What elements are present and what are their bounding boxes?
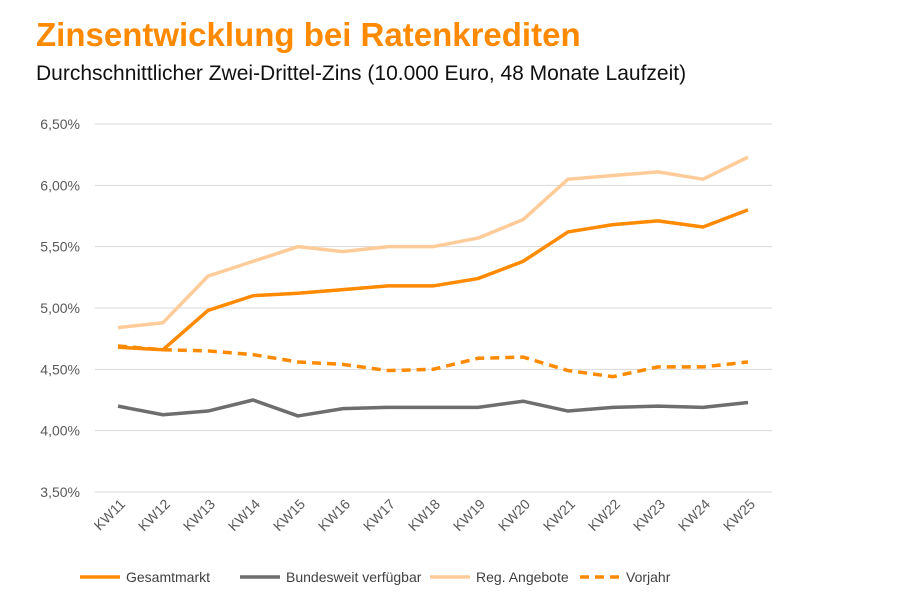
series-line-bundesweit-verf-gbar <box>117 398 749 418</box>
x-tick-label: KW19 <box>450 496 488 534</box>
x-tick-label: KW14 <box>225 496 263 534</box>
chart-subtitle: Durchschnittlicher Zwei-Drittel-Zins (10… <box>36 62 687 85</box>
series-line-vorjahr <box>117 344 749 379</box>
series-line-reg-angebote <box>117 155 749 330</box>
series-line-gesamtmarkt <box>117 208 749 352</box>
x-tick-label: KW25 <box>720 496 758 534</box>
x-tick-label: KW16 <box>315 496 353 534</box>
x-tick-label: KW24 <box>675 496 713 534</box>
legend-label: Vorjahr <box>626 569 671 585</box>
x-tick-label: KW23 <box>630 496 668 534</box>
x-tick-label: KW22 <box>585 496 623 534</box>
x-tick-label: KW18 <box>405 496 443 534</box>
y-tick-label: 3,50% <box>40 484 80 500</box>
y-tick-label: 4,00% <box>40 423 80 439</box>
x-tick-label: KW21 <box>540 496 578 534</box>
x-tick-label: KW11 <box>91 496 129 534</box>
legend-label: Reg. Angebote <box>476 569 569 585</box>
y-tick-label: 5,00% <box>40 300 80 316</box>
x-tick-label: KW13 <box>180 496 218 534</box>
y-tick-label: 6,50% <box>40 116 80 132</box>
legend-label: Bundesweit verfügbar <box>286 569 422 585</box>
y-tick-label: 6,00% <box>40 177 80 193</box>
x-tick-label: KW20 <box>495 496 533 534</box>
y-tick-label: 4,50% <box>40 361 80 377</box>
y-tick-label: 5,50% <box>40 239 80 255</box>
legend-label: Gesamtmarkt <box>126 569 210 585</box>
x-tick-label: KW15 <box>270 496 308 534</box>
x-tick-label: KW17 <box>360 496 398 534</box>
x-tick-label: KW12 <box>135 496 173 534</box>
chart-title: Zinsentwicklung bei Ratenkrediten <box>36 16 581 53</box>
